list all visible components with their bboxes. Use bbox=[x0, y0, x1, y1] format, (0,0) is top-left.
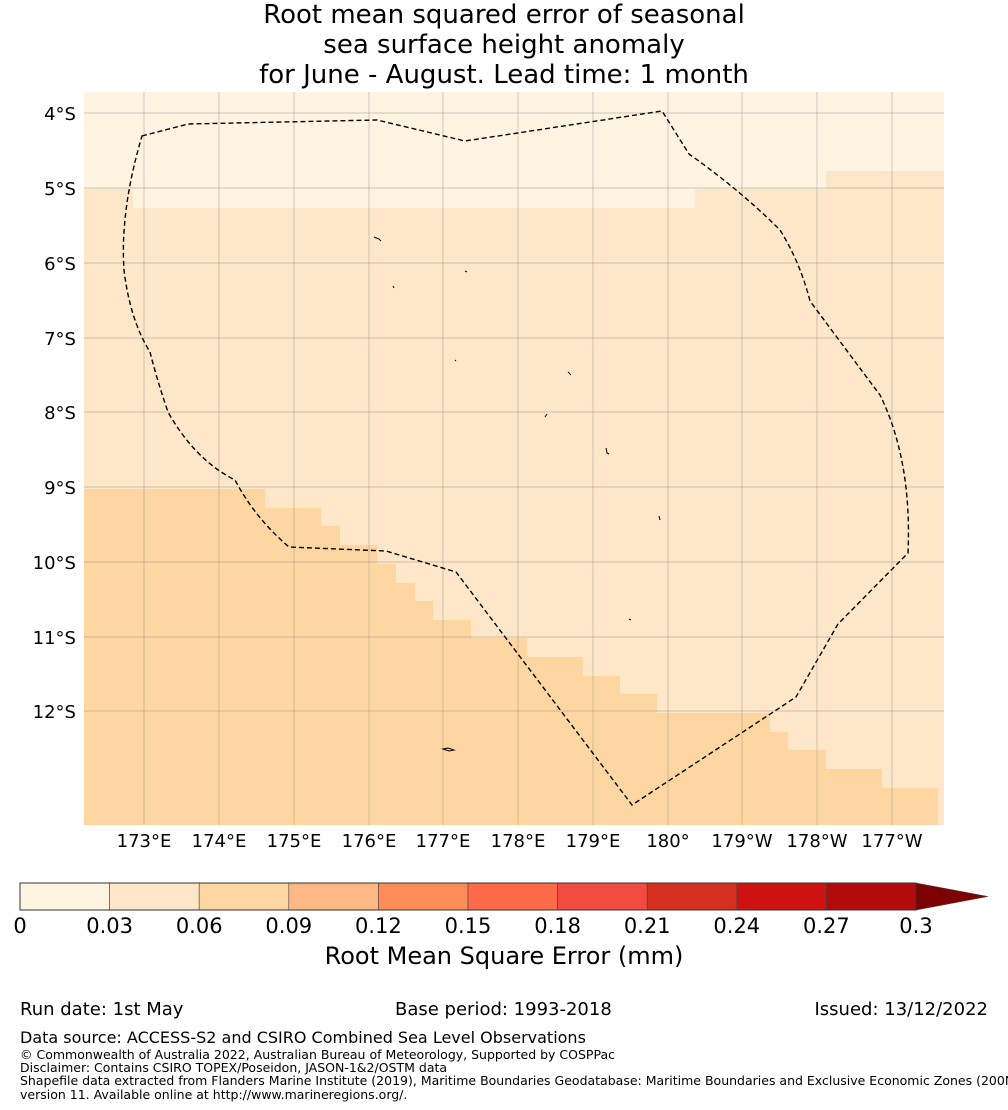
lat-tick-6s: 6°S bbox=[44, 254, 76, 275]
lon-tick-178e: 178°E bbox=[491, 831, 546, 852]
lat-tick-12s: 12°S bbox=[33, 702, 76, 723]
colorbar-swatch-5 bbox=[467, 882, 558, 911]
lon-tick-177e: 177°E bbox=[416, 831, 471, 852]
lat-tick-10s: 10°S bbox=[33, 553, 76, 574]
shapefile-credit-2: version 11. Available online at http://w… bbox=[20, 1087, 408, 1102]
title-line-2: sea surface height anomaly bbox=[323, 30, 685, 60]
colorbar-swatch-7 bbox=[646, 882, 738, 911]
lon-tick-180: 180° bbox=[646, 831, 689, 852]
island-niutao bbox=[392, 285, 395, 289]
island-nanumanga bbox=[464, 270, 468, 273]
colorbar-swatch-6 bbox=[557, 882, 648, 911]
island-niulakita bbox=[628, 618, 632, 621]
disclaimer: Disclaimer: Contains CSIRO TOPEX/Poseido… bbox=[20, 1060, 448, 1075]
colorbar-swatch-9 bbox=[826, 882, 917, 911]
colorbar-tick-9: 0.27 bbox=[803, 914, 850, 938]
base-period: Base period: 1993-2018 bbox=[395, 999, 612, 1020]
island-south bbox=[441, 747, 456, 752]
lon-tick-175e: 175°E bbox=[267, 831, 322, 852]
colorbar-swatch-2 bbox=[198, 882, 290, 911]
title-line-3: for June - August. Lead time: 1 month bbox=[259, 60, 749, 90]
colorbar-outline bbox=[19, 882, 917, 911]
field-mid-southwest bbox=[84, 489, 938, 825]
colorbar-tick-7: 0.21 bbox=[624, 914, 671, 938]
colorbar-swatch-4 bbox=[378, 882, 469, 911]
colorbar-tick-1: 0.03 bbox=[86, 914, 133, 938]
lon-tick-179w: 179°W bbox=[711, 831, 772, 852]
shapefile-credit-1: Shapefile data extracted from Flanders M… bbox=[20, 1073, 1008, 1088]
field-low-north bbox=[84, 92, 944, 208]
colorbar-tick-8: 0.24 bbox=[713, 914, 760, 938]
rmse-field bbox=[84, 92, 944, 825]
island-vaitupu bbox=[567, 371, 572, 376]
colorbar-tick-4: 0.12 bbox=[355, 914, 402, 938]
colorbar-tick-0: 0 bbox=[13, 914, 26, 938]
colorbar-swatch-1 bbox=[109, 882, 200, 911]
title-line-1: Root mean squared error of seasonal bbox=[263, 0, 745, 30]
colorbar-tick-3: 0.09 bbox=[265, 914, 312, 938]
lat-tick-labels: 4°S 5°S 6°S 7°S 8°S 9°S 10°S 11°S 12°S bbox=[33, 104, 76, 723]
island-funafuti bbox=[605, 447, 610, 455]
map-title: Root mean squared error of seasonal sea … bbox=[0, 0, 1008, 90]
colorbar-extend-arrow bbox=[915, 882, 989, 911]
lon-tick-176e: 176°E bbox=[342, 831, 397, 852]
lon-tick-178w: 178°W bbox=[786, 831, 847, 852]
data-source: Data source: ACCESS-S2 and CSIRO Combine… bbox=[20, 1028, 586, 1047]
lon-tick-labels: 173°E 174°E 175°E 176°E 177°E 178°E 179°… bbox=[117, 831, 923, 852]
lon-tick-177w: 177°W bbox=[861, 831, 922, 852]
eez-boundary bbox=[122, 110, 910, 806]
lat-tick-8s: 8°S bbox=[44, 403, 76, 424]
colorbar-swatch-8 bbox=[736, 882, 827, 911]
colorbar-tick-10: 0.3 bbox=[899, 914, 932, 938]
lat-tick-7s: 7°S bbox=[44, 329, 76, 350]
lat-tick-11s: 11°S bbox=[33, 628, 76, 649]
lon-tick-174e: 174°E bbox=[192, 831, 247, 852]
colorbar-label: Root Mean Square Error (mm) bbox=[324, 942, 684, 970]
lat-tick-5s: 5°S bbox=[44, 179, 76, 200]
lat-tick-9s: 9°S bbox=[44, 478, 76, 499]
run-date: Run date: 1st May bbox=[20, 999, 184, 1020]
colorbar-swatch-3 bbox=[288, 882, 379, 911]
islands bbox=[373, 236, 661, 752]
lon-tick-179e: 179°E bbox=[566, 831, 621, 852]
island-nukulaelae bbox=[658, 515, 661, 521]
island-nanumea bbox=[373, 236, 382, 242]
copyright: © Commonwealth of Australia 2022, Austra… bbox=[20, 1047, 615, 1062]
issued-date: Issued: 13/12/2022 bbox=[814, 999, 988, 1020]
colorbar-tick-2: 0.06 bbox=[176, 914, 223, 938]
island-nui bbox=[454, 359, 457, 362]
colorbar-tick-6: 0.18 bbox=[534, 914, 581, 938]
island-nukufetau bbox=[544, 413, 548, 418]
lat-tick-4s: 4°S bbox=[44, 104, 76, 125]
gridlines bbox=[84, 92, 944, 825]
colorbar-tick-5: 0.15 bbox=[445, 914, 492, 938]
colorbar: 0 0.03 0.06 0.09 0.12 0.15 0.18 0.21 0.24 0.27 0.3 bbox=[13, 882, 989, 938]
lon-tick-173e: 173°E bbox=[117, 831, 172, 852]
colorbar-swatch-0 bbox=[19, 882, 110, 911]
